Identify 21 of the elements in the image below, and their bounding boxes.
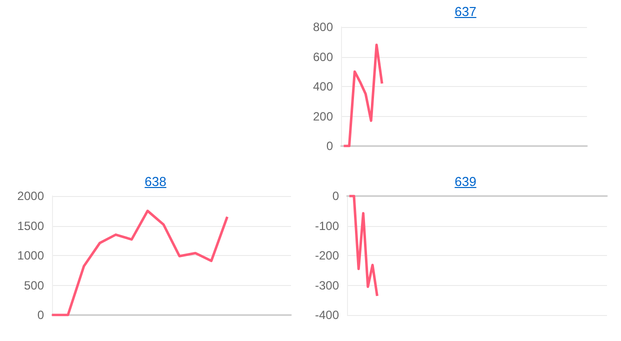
y-tick-label: 600 <box>312 50 334 64</box>
y-tick-label: 1000 <box>17 248 44 262</box>
y-tick-label: -400 <box>314 308 340 322</box>
y-tick-label: 200 <box>312 109 334 124</box>
y-tick-label: 0 <box>332 189 340 203</box>
chart-title: 639 <box>454 174 478 189</box>
y-tick-label: 2000 <box>17 189 44 203</box>
chart-title: 637 <box>454 4 478 19</box>
y-tick-label: -100 <box>314 218 340 233</box>
line-series <box>50 210 229 316</box>
y-tick-label: 0 <box>37 308 44 322</box>
y-tick-label: -300 <box>314 278 340 292</box>
y-tick-label: 500 <box>24 278 44 292</box>
y-tick-label: -200 <box>314 248 340 262</box>
y-tick-label: 0 <box>326 139 334 153</box>
chart-title: 638 <box>144 174 168 189</box>
y-tick-label: 400 <box>312 80 334 94</box>
y-tick-label: 1500 <box>17 218 44 233</box>
line-series <box>342 44 384 148</box>
line-series <box>348 194 378 298</box>
y-tick-label: 800 <box>312 20 334 34</box>
